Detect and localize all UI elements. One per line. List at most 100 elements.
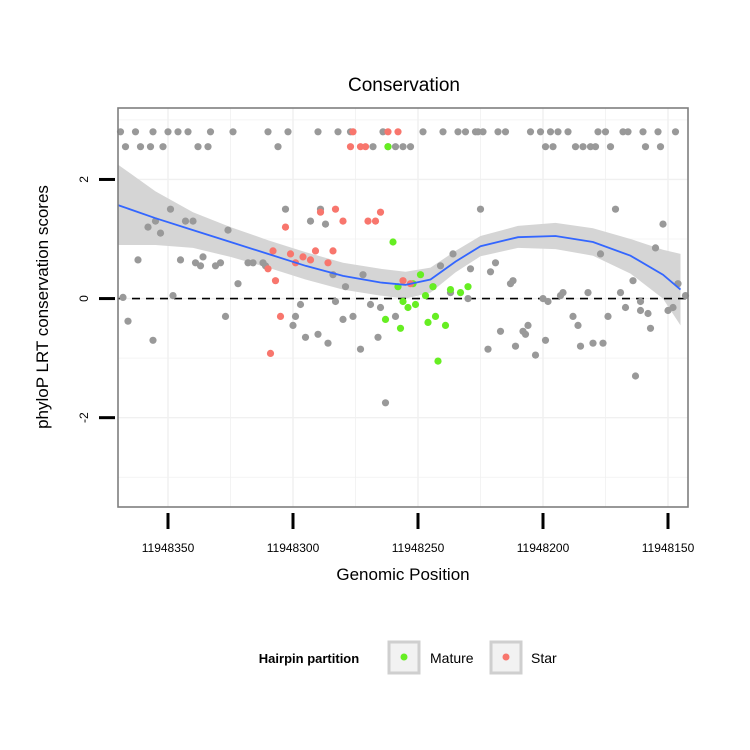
data-point-other bbox=[639, 128, 647, 136]
data-point-other bbox=[531, 351, 540, 359]
data-point-mature bbox=[456, 289, 465, 297]
data-point-other bbox=[601, 128, 610, 136]
y-axis-title: phyloP LRT conservation scores bbox=[33, 185, 52, 429]
data-point-other bbox=[341, 283, 350, 291]
data-point-other bbox=[559, 289, 567, 297]
chart-title: Conservation bbox=[348, 75, 460, 96]
data-point-star bbox=[346, 143, 355, 151]
data-point-mature bbox=[424, 318, 432, 326]
data-point-other bbox=[584, 289, 592, 297]
data-point-other bbox=[654, 128, 662, 136]
data-point-other bbox=[651, 244, 660, 252]
y-tick-label: 0 bbox=[77, 295, 91, 302]
data-point-other bbox=[314, 330, 322, 338]
data-point-other bbox=[339, 315, 347, 323]
data-point-star bbox=[339, 217, 347, 225]
data-point-other bbox=[149, 336, 157, 344]
data-point-other bbox=[379, 128, 387, 136]
data-point-mature bbox=[464, 283, 472, 291]
data-point-other bbox=[284, 128, 292, 136]
data-point-other bbox=[611, 205, 620, 213]
data-point-other bbox=[134, 256, 142, 264]
data-point-other bbox=[671, 128, 680, 136]
data-point-mature bbox=[389, 238, 397, 246]
data-point-other bbox=[289, 321, 297, 329]
data-point-other bbox=[366, 300, 375, 309]
data-point-other bbox=[146, 143, 155, 151]
data-point-other bbox=[291, 312, 300, 320]
data-point-other bbox=[174, 128, 182, 136]
data-point-other bbox=[264, 128, 272, 136]
data-point-star bbox=[306, 256, 315, 264]
data-point-other bbox=[391, 312, 400, 320]
data-point-other bbox=[181, 217, 190, 225]
data-point-other bbox=[164, 128, 172, 136]
data-point-mature bbox=[416, 271, 425, 279]
legend-label-mature: Mature bbox=[430, 650, 474, 666]
data-point-other bbox=[479, 128, 487, 136]
data-point-other bbox=[636, 306, 645, 315]
data-point-other bbox=[541, 143, 550, 151]
data-point-other bbox=[296, 300, 305, 309]
data-point-other bbox=[624, 128, 632, 136]
data-point-other bbox=[381, 399, 390, 407]
data-point-other bbox=[579, 143, 587, 151]
legend: Hairpin partition Mature Star bbox=[259, 640, 557, 675]
data-point-mature bbox=[384, 143, 392, 151]
data-point-star bbox=[266, 349, 275, 357]
data-point-other bbox=[454, 128, 462, 136]
grid-lines bbox=[118, 108, 688, 507]
data-point-other bbox=[464, 295, 472, 303]
data-point-other bbox=[461, 128, 470, 136]
data-point-other bbox=[331, 297, 340, 306]
data-point-other bbox=[184, 128, 192, 136]
data-point-other bbox=[564, 128, 572, 136]
data-point-other bbox=[306, 217, 315, 225]
data-point-other bbox=[574, 321, 582, 329]
data-point-star bbox=[331, 205, 340, 213]
data-points bbox=[116, 128, 690, 407]
data-point-other bbox=[211, 262, 220, 270]
data-point-star bbox=[324, 259, 332, 267]
data-point-other bbox=[189, 217, 197, 225]
data-point-other bbox=[281, 205, 290, 213]
data-point-star bbox=[276, 312, 285, 320]
smooth-fit-line bbox=[117, 204, 682, 291]
data-point-other bbox=[419, 128, 427, 136]
data-point-other bbox=[221, 312, 230, 320]
legend-key-star bbox=[489, 640, 523, 675]
data-point-other bbox=[659, 220, 667, 228]
data-point-other bbox=[576, 342, 585, 350]
data-point-other bbox=[569, 312, 577, 320]
plot-panel bbox=[118, 108, 688, 507]
data-point-other bbox=[349, 312, 357, 320]
data-point-mature bbox=[441, 321, 450, 329]
data-point-star bbox=[371, 217, 380, 225]
x-tick-label: 11948350 bbox=[142, 541, 195, 555]
legend-label-star: Star bbox=[531, 650, 557, 666]
data-point-star bbox=[264, 265, 272, 273]
data-point-other bbox=[156, 229, 165, 237]
data-point-other bbox=[439, 128, 447, 136]
data-point-mature bbox=[446, 286, 455, 294]
data-point-other bbox=[476, 205, 485, 213]
x-tick-label: 11948150 bbox=[642, 541, 695, 555]
data-point-star bbox=[329, 247, 337, 255]
legend-swatch-mature bbox=[400, 653, 408, 661]
data-point-other bbox=[629, 277, 637, 285]
x-tick-label: 11948250 bbox=[392, 541, 445, 555]
data-point-other bbox=[606, 143, 615, 151]
data-point-star bbox=[356, 143, 365, 151]
data-point-other bbox=[391, 143, 400, 151]
data-point-other bbox=[159, 143, 167, 151]
data-point-star bbox=[286, 250, 295, 258]
data-point-other bbox=[399, 143, 407, 151]
data-point-other bbox=[636, 297, 645, 306]
data-point-other bbox=[496, 327, 505, 335]
data-point-other bbox=[491, 259, 500, 267]
data-point-other bbox=[249, 259, 257, 267]
loess-fit-line bbox=[117, 204, 682, 291]
data-point-other bbox=[616, 289, 625, 297]
data-point-other bbox=[121, 143, 130, 151]
